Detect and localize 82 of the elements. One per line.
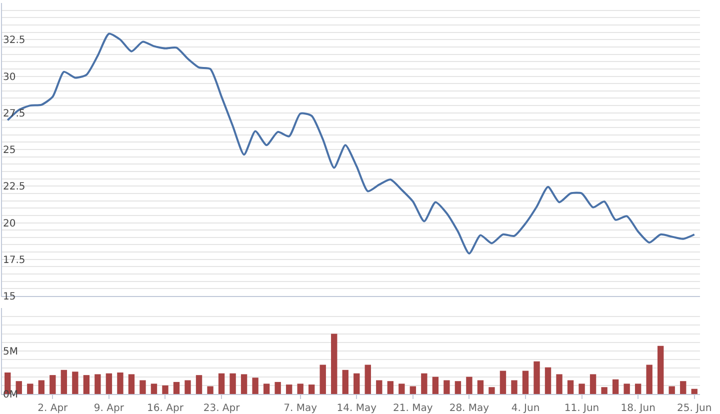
bar	[500, 370, 506, 394]
x-tick-label: 2. Apr	[38, 403, 69, 414]
y-tick-label: 0M	[3, 390, 18, 400]
bar	[150, 384, 158, 394]
bar	[668, 386, 675, 394]
bar	[83, 375, 90, 394]
bar	[60, 370, 68, 394]
bar	[634, 384, 642, 394]
bar	[140, 380, 146, 394]
x-tick-label: 28. May	[449, 403, 490, 414]
x-tick-label: 9. Apr	[94, 403, 125, 414]
bar	[578, 384, 585, 394]
y-tick-label: 20	[3, 218, 16, 230]
bar	[556, 374, 562, 394]
y-tick-label: 17.5	[3, 254, 26, 266]
bar	[488, 387, 495, 394]
x-tick-label: 14. May	[336, 403, 377, 414]
x-tick-label: 16. Apr	[147, 403, 184, 414]
bar	[184, 380, 191, 394]
bar	[94, 374, 101, 394]
bar	[27, 384, 34, 394]
bar	[128, 374, 135, 394]
bar	[207, 386, 214, 394]
bar	[230, 373, 236, 394]
bar	[601, 387, 608, 394]
bar	[466, 376, 472, 394]
bar	[331, 334, 338, 394]
x-tick-label: 11. Jun	[564, 403, 600, 414]
y-tick-label: 25	[3, 145, 16, 156]
bar	[646, 364, 652, 394]
bar	[522, 370, 529, 394]
bar	[297, 384, 304, 394]
bar	[534, 361, 540, 394]
y-tick-label: 22.5	[3, 182, 26, 193]
bar	[454, 381, 462, 394]
bar	[162, 385, 168, 394]
x-tick-label: 21. May	[393, 403, 433, 414]
bar	[252, 378, 258, 394]
y-tick-label: 5M	[3, 346, 18, 358]
bar	[196, 375, 202, 394]
bar	[117, 372, 124, 394]
bar	[590, 374, 596, 394]
bar	[354, 373, 360, 394]
bar	[387, 381, 394, 394]
bar	[398, 384, 405, 394]
x-tick-label: 4. Jun	[511, 403, 540, 414]
bar	[511, 380, 518, 394]
x-tick-label: 7. May	[284, 403, 318, 414]
y-tick-label: 15	[3, 292, 16, 302]
bar	[308, 384, 315, 394]
bar	[432, 376, 439, 394]
bar	[218, 373, 225, 394]
x-tick-label: 18. Jun	[620, 403, 656, 414]
x-tick-label: 25. Jun	[677, 403, 712, 414]
bar	[410, 386, 416, 394]
bar	[240, 374, 248, 394]
bar	[364, 364, 371, 394]
bar	[173, 382, 180, 394]
bar	[342, 370, 348, 394]
bar	[376, 380, 382, 394]
bar	[38, 380, 44, 394]
bar	[72, 372, 78, 394]
bar	[612, 379, 619, 394]
bar	[567, 380, 574, 394]
bar	[274, 382, 281, 394]
x-tick-label: 23. Apr	[203, 403, 241, 414]
bar	[263, 384, 270, 394]
bar	[16, 381, 22, 394]
bar	[444, 380, 450, 394]
bar	[421, 373, 428, 394]
bar	[50, 375, 56, 394]
y-tick-label: 30	[3, 72, 16, 83]
bar	[691, 388, 698, 394]
bar	[286, 384, 292, 394]
bar	[680, 381, 686, 394]
y-tick-label: 32.5	[3, 35, 26, 46]
bar	[477, 380, 484, 394]
bar	[106, 373, 112, 394]
bar	[624, 384, 630, 394]
bar	[320, 364, 326, 394]
bar	[544, 367, 552, 394]
bar	[658, 346, 664, 394]
